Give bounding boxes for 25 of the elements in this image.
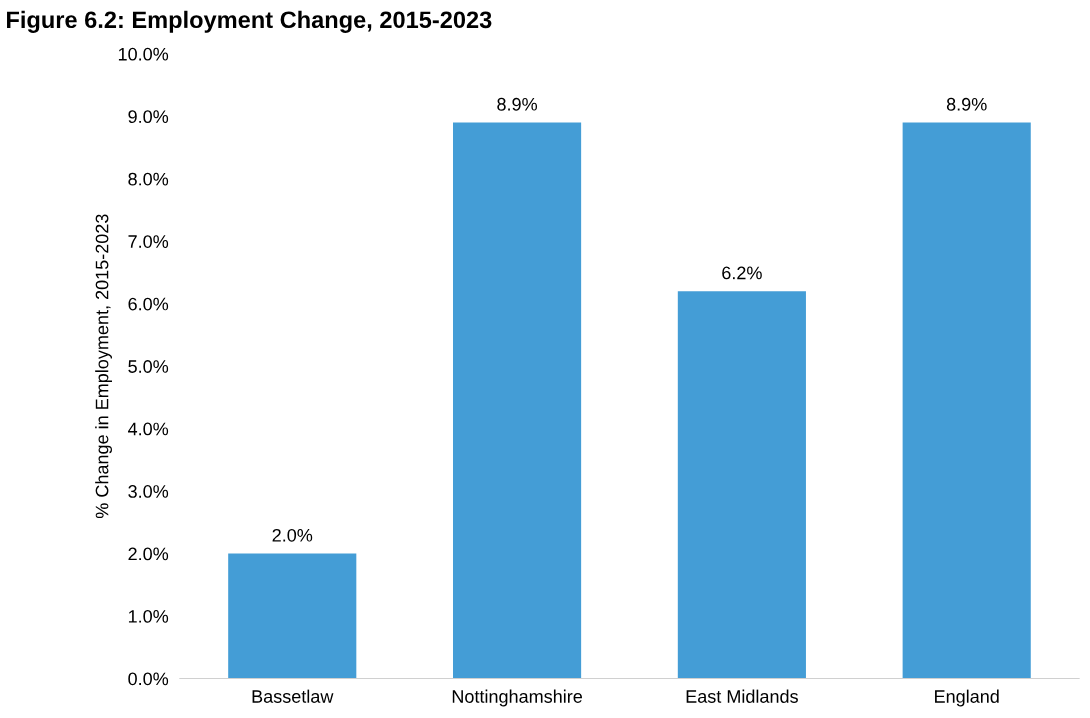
chart-title: Figure 6.2: Employment Change, 2015-2023 xyxy=(7,10,492,33)
data-label: 2.0% xyxy=(272,528,313,542)
y-tick-label: 3.0% xyxy=(128,485,169,498)
y-tick-label: 4.0% xyxy=(128,422,169,436)
x-tick-label: Nottinghamshire xyxy=(452,689,582,707)
y-axis-title: % Change in Employment, 2015-2023 xyxy=(95,214,112,519)
x-tick-label: Bassetlaw xyxy=(252,689,334,703)
bar xyxy=(902,122,1031,679)
data-label: 6.2% xyxy=(722,266,762,280)
y-tick-label: 2.0% xyxy=(128,547,169,561)
data-label: 8.9% xyxy=(946,97,987,111)
y-tick-label: 10.0% xyxy=(118,47,169,61)
y-tick-label: 7.0% xyxy=(128,235,169,248)
y-tick-label: 5.0% xyxy=(128,360,169,373)
y-tick-label: 1.0% xyxy=(128,609,169,623)
y-tick-label: 8.0% xyxy=(128,172,169,186)
bar xyxy=(677,291,806,679)
y-tick-label: 6.0% xyxy=(128,297,169,311)
data-label: 8.9% xyxy=(497,97,537,111)
bar xyxy=(228,553,357,679)
bar xyxy=(453,122,582,679)
x-tick-label: England xyxy=(935,689,999,707)
y-tick-label: 0.0% xyxy=(128,672,169,686)
y-tick-label: 9.0% xyxy=(128,110,169,124)
x-tick-label: East Midlands xyxy=(686,689,798,703)
